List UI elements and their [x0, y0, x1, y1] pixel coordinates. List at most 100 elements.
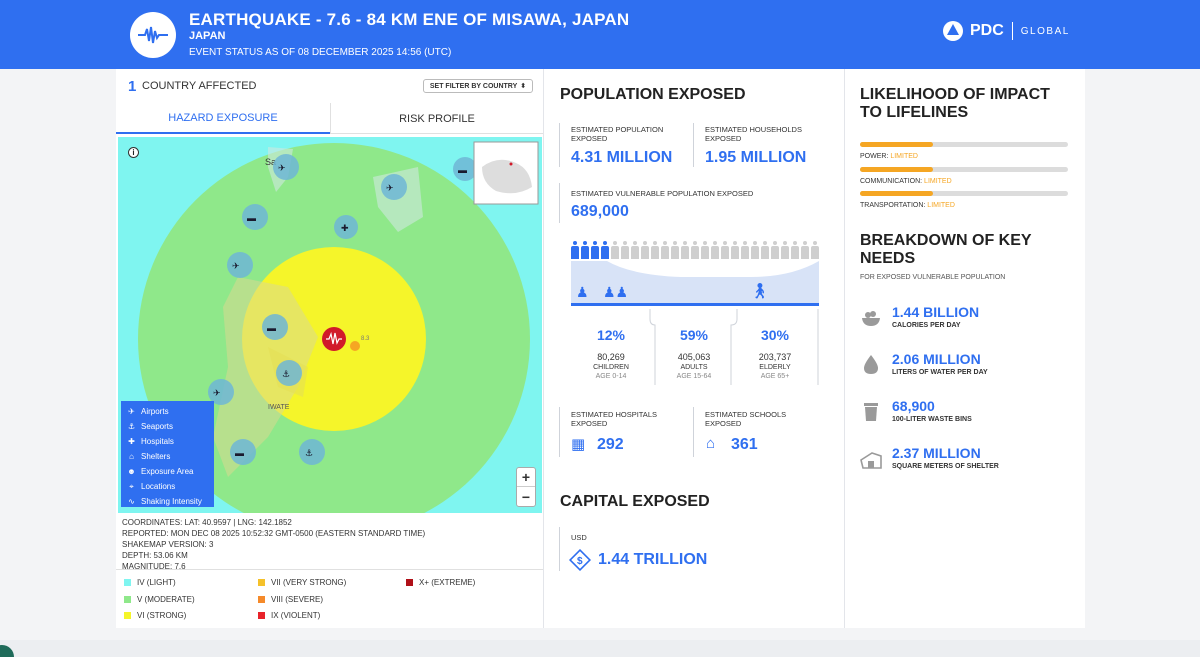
svg-text:▬: ▬ — [235, 448, 244, 458]
waste-bins-value: 68,900 — [892, 398, 935, 414]
event-shakemap-version: SHAKEMAP VERSION: 3 — [122, 540, 214, 549]
age-distribution-band — [571, 261, 819, 306]
vulnerable-label: ESTIMATED VULNERABLE POPULATION EXPOSED — [571, 189, 754, 198]
shelter-tent-icon — [860, 452, 882, 469]
svg-text:⚓: ⚓ — [305, 448, 313, 458]
intensity-viii: VIII (SEVERE) — [258, 595, 323, 604]
svg-text:✚: ✚ — [341, 223, 349, 233]
map-place-label: IWATE — [268, 404, 290, 411]
facility-markers — [208, 154, 477, 465]
people-icon: ☻ — [127, 467, 136, 476]
person-icon — [651, 241, 659, 259]
lifeline-level: LIMITED — [927, 202, 955, 209]
svg-text:▬: ▬ — [267, 323, 276, 333]
legend-label: Shelters — [141, 452, 171, 461]
hazard-map[interactable]: Sa IWATE ✈ ▬ ✈ ▬ ✚ — [118, 137, 542, 513]
event-details: COORDINATES: LAT: 40.9597 | LNG: 142.185… — [122, 517, 425, 572]
intensity-iv: IV (LIGHT) — [124, 578, 176, 587]
intensity-label: X+ (EXTREME) — [419, 578, 476, 587]
person-icon — [661, 241, 669, 259]
intensity-label: IX (VIOLENT) — [271, 611, 321, 620]
power-bar — [860, 142, 1068, 147]
view-tabs: HAZARD EXPOSURE RISK PROFILE — [116, 103, 543, 134]
dashboard-card: 1 COUNTRY AFFECTED SET FILTER BY COUNTRY… — [116, 69, 1085, 628]
water-value: 2.06 MILLION — [892, 351, 981, 367]
transportation-bar — [860, 191, 1068, 196]
bar-fill — [860, 167, 933, 172]
person-icon — [631, 241, 639, 259]
tab-risk-profile[interactable]: RISK PROFILE — [330, 103, 543, 134]
intensity-label: VII (VERY STRONG) — [271, 578, 347, 587]
legend-locations[interactable]: ⌖ Locations — [127, 479, 208, 494]
needs-title: BREAKDOWN OF KEY NEEDS — [860, 232, 1032, 267]
intensity-label: V (MODERATE) — [137, 595, 195, 604]
zoom-out-button[interactable]: − — [521, 488, 531, 505]
elderly-count: 203,737 — [758, 352, 792, 362]
zoom-control: + − — [516, 467, 536, 507]
svg-text:$: $ — [577, 556, 583, 567]
calories-label: CALORIES PER DAY — [892, 322, 961, 329]
legend-seaports[interactable]: ⚓ Seaports — [127, 419, 208, 434]
households-value: 1.95 MILLION — [705, 149, 807, 166]
children-percent: 12% — [596, 327, 626, 343]
est-population-value: 4.31 MILLION — [571, 149, 673, 166]
bar-fill — [860, 142, 933, 147]
location-icon: ⌖ — [129, 481, 134, 491]
shelter-label: SQUARE METERS OF SHELTER — [892, 463, 999, 470]
pdc-logo-icon — [943, 21, 963, 41]
stat-accent-bar — [693, 123, 694, 167]
hospital-icon: ✚ — [128, 437, 135, 446]
person-icon — [781, 241, 789, 259]
legend-exposure-area[interactable]: ☻ Exposure Area — [127, 464, 208, 479]
facility-icons: ✈ ▬ ✈ ▬ ✚ ✈ ▬ ⚓ ✈ ▬ ⚓ — [213, 163, 467, 458]
adults-figure-icon: ♟♟ — [603, 284, 629, 300]
event-magnitude: MAGNITUDE: 7.6 — [122, 562, 186, 571]
est-population-label: ESTIMATED POPULATION EXPOSED — [571, 125, 664, 143]
svg-text:⚓: ⚓ — [282, 369, 290, 379]
shelter-value: 2.37 MILLION — [892, 445, 981, 461]
pdc-brand[interactable]: PDC GLOBAL — [942, 20, 1070, 42]
intensity-swatch — [124, 612, 131, 619]
intensity-swatch — [258, 612, 265, 619]
event-reported: REPORTED: MON DEC 08 2025 10:52:32 GMT-0… — [122, 529, 426, 538]
capital-currency: USD — [571, 533, 587, 542]
population-title: POPULATION EXPOSED — [560, 86, 746, 103]
communication-label: COMMUNICATION: LIMITED — [860, 178, 952, 185]
person-icon — [771, 241, 779, 259]
legend-hospitals[interactable]: ✚ Hospitals — [127, 434, 208, 449]
elderly-age: AGE 65+ — [760, 373, 790, 380]
tab-hazard-exposure[interactable]: HAZARD EXPOSURE — [116, 103, 330, 134]
transportation-label: TRANSPORTATION: LIMITED — [860, 202, 955, 209]
lifelines-title: LIKELIHOOD OF IMPACT TO LIFELINES — [860, 86, 1050, 121]
pdc-brand-name: PDC — [970, 22, 1004, 39]
children-label: CHILDREN — [593, 364, 629, 371]
person-icon — [731, 241, 739, 259]
intensity-label: IV (LIGHT) — [137, 578, 176, 587]
legend-shelters[interactable]: ⌂ Shelters — [127, 449, 208, 464]
airplane-icon: ✈ — [128, 407, 135, 416]
intensity-swatch — [258, 579, 265, 586]
child-figure-icon: ♟ — [576, 284, 589, 300]
map-info-icon[interactable]: i — [128, 147, 139, 158]
zoom-in-button[interactable]: + — [517, 468, 535, 487]
person-icon — [601, 241, 609, 259]
person-icon — [621, 241, 629, 259]
page-footer-strip — [0, 640, 1200, 657]
children-count: 80,269 — [597, 352, 625, 362]
epicenter-label: 8.3 — [361, 336, 370, 342]
lifeline-name: POWER: — [860, 153, 889, 160]
inset-landmass — [482, 159, 532, 194]
legend-shaking-intensity[interactable]: ∿ Shaking Intensity — [127, 494, 208, 509]
elderly-label: ELDERLY — [759, 364, 791, 371]
waste-bins-label: 100-LITER WASTE BINS — [892, 416, 972, 423]
inset-event-dot — [509, 162, 513, 166]
person-icon — [581, 241, 589, 259]
country-filter-select[interactable]: SET FILTER BY COUNTRY ⬍ — [423, 79, 533, 93]
header-bar: EARTHQUAKE - 7.6 - 84 KM ENE OF MISAWA, … — [0, 0, 1200, 69]
brand-separator — [1011, 22, 1013, 40]
shakemap-svg: Sa IWATE ✈ ▬ ✈ ▬ ✚ — [118, 137, 542, 513]
capital-title: CAPITAL EXPOSED — [560, 493, 710, 510]
panel-divider — [844, 69, 845, 628]
legend-airports[interactable]: ✈ Airports — [127, 404, 208, 419]
money-icon: $ — [569, 549, 591, 571]
